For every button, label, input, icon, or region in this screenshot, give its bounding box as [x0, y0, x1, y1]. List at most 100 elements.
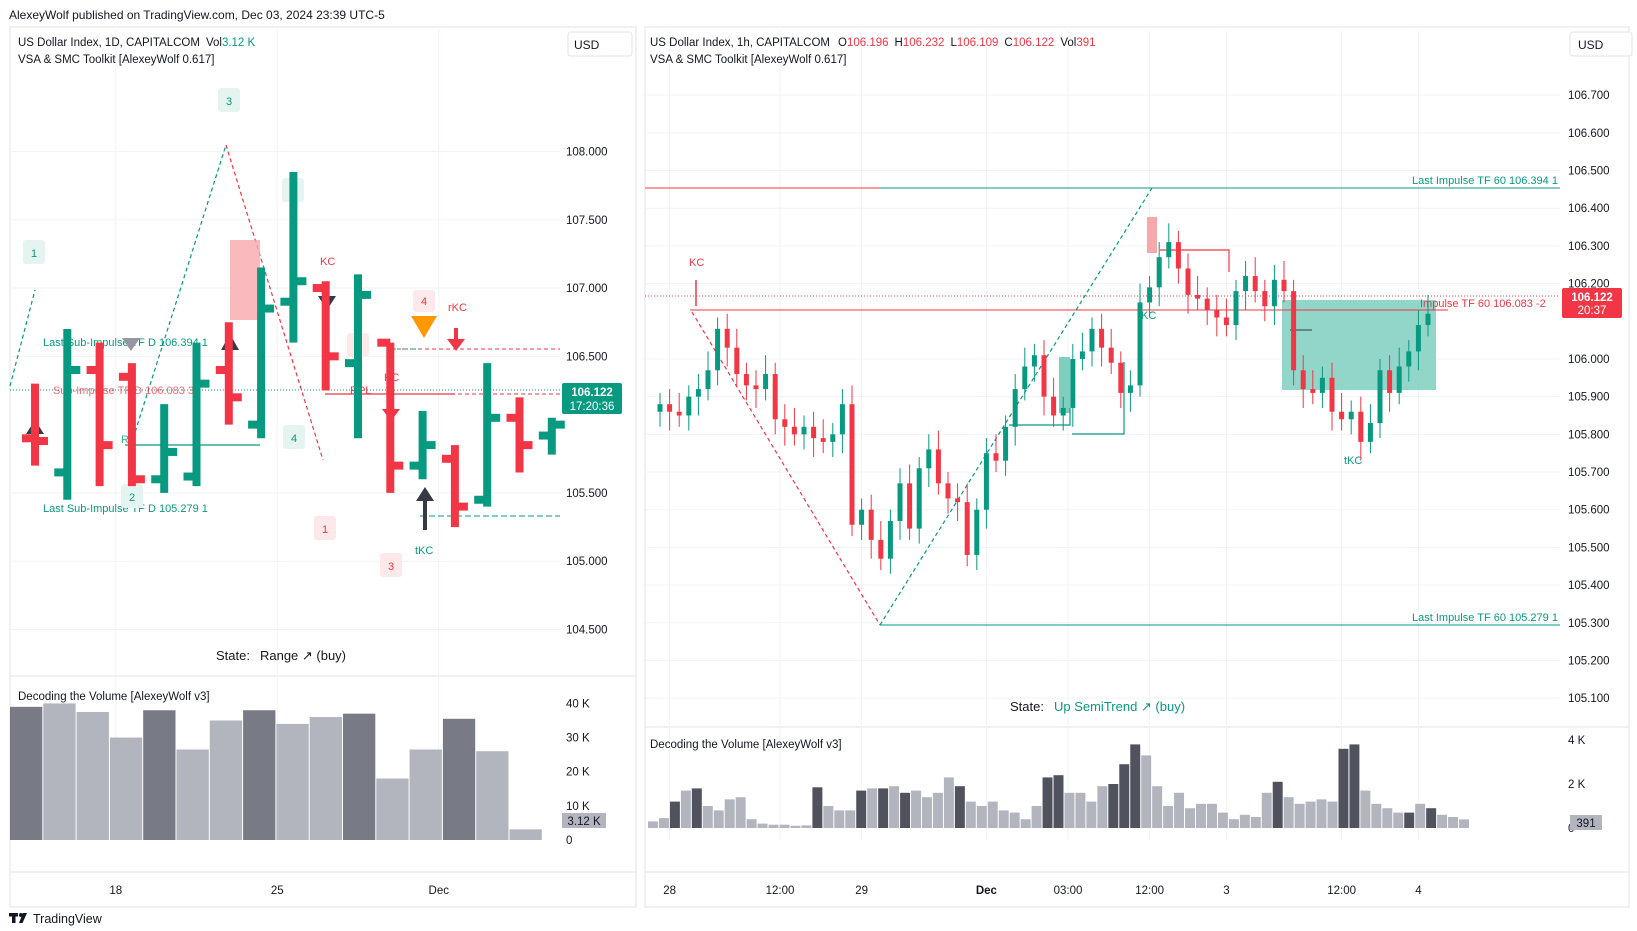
right-candle: [926, 434, 932, 488]
right-volume-bar: [1152, 786, 1163, 828]
svg-text:USD: USD: [1578, 38, 1604, 52]
right-candle: [820, 419, 826, 454]
left-ohlc-bar: [345, 274, 371, 439]
right-kc-upper-label: KC: [689, 257, 704, 269]
right-volume-bar: [1141, 755, 1152, 828]
right-volume-bar: [1360, 790, 1371, 828]
right-candle: [1396, 347, 1402, 405]
right-volume-bar: [1097, 786, 1108, 828]
right-smc-annotations: Last Impulse TF 60 106.394 1 Impulse TF …: [645, 175, 1560, 626]
right-supply-zone: [1147, 217, 1157, 253]
tradingview-brand[interactable]: TradingView: [9, 912, 103, 926]
svg-text:4: 4: [291, 433, 297, 445]
right-demand-zone-small: [1059, 357, 1070, 413]
right-volume-bar: [1261, 792, 1272, 828]
left-ohlc-bar: [506, 397, 533, 473]
left-state-text: State: Range ↗ (buy): [216, 648, 346, 663]
right-volume-bar: [1404, 812, 1415, 828]
right-volume-last-label: 391: [1570, 815, 1602, 830]
left-kc-label-1: KC: [320, 256, 335, 268]
left-ohlc-bar: [441, 445, 468, 528]
right-volume-bar: [746, 819, 757, 828]
left-last-sub-impulse-upper: Last Sub-Impulse TF D 106.394 1: [43, 337, 208, 349]
right-price-tick: 105.900: [1568, 392, 1610, 404]
right-volume-bar: [1437, 814, 1448, 828]
right-volume-bar: [1064, 792, 1075, 828]
right-candle: [686, 385, 692, 431]
right-candle: [1271, 264, 1277, 326]
left-volume-bar: [276, 723, 309, 840]
right-time-tick: 29: [855, 885, 868, 897]
svg-text:106.122: 106.122: [571, 387, 613, 399]
right-candle: [1041, 340, 1047, 416]
right-candle: [1070, 343, 1076, 427]
left-currency-button[interactable]: USD: [567, 31, 633, 57]
left-zigzag-up-1: [9, 289, 36, 387]
right-volume-bar: [1459, 819, 1469, 828]
left-time-tick: Dec: [429, 885, 450, 897]
right-candle: [1262, 279, 1268, 322]
right-volume-bar: [1086, 801, 1097, 828]
right-candle: [715, 317, 721, 386]
right-panel-border: [644, 26, 1630, 908]
right-volume-bar: [1250, 817, 1261, 828]
right-legend: US Dollar Index, 1h, CAPITALCOM O106.196 H…: [650, 37, 1096, 66]
right-volume-bar: [976, 806, 987, 828]
left-last-sub-impulse-lower: Last Sub-Impulse TF D 105.279 1: [43, 503, 208, 515]
left-tag-1-red: 1: [314, 516, 336, 540]
right-candle: [1233, 279, 1239, 341]
left-volume-bar: [176, 749, 209, 840]
left-volume-bar: [343, 713, 376, 840]
right-demand-zone: [1282, 300, 1436, 390]
right-candle: [839, 389, 845, 454]
right-price-axis: 106.700 106.600 106.500 106.400 106.300 106.2…: [1568, 90, 1610, 705]
right-price-tick: 105.600: [1568, 505, 1610, 517]
right-volume-bar: [1426, 808, 1437, 828]
svg-text:17:20:36: 17:20:36: [570, 401, 615, 413]
right-currency-button[interactable]: USD: [1569, 31, 1633, 57]
right-volume-bar: [1448, 817, 1459, 828]
right-volume-bar: [1206, 803, 1217, 828]
right-candle: [1406, 340, 1412, 382]
left-triangle-down-1: [122, 338, 140, 351]
right-price-tick: 106.500: [1568, 166, 1610, 178]
left-volume-bars: [10, 703, 542, 840]
left-volume-bar: [376, 778, 409, 840]
right-candle: [1089, 317, 1095, 367]
right-candle: [868, 494, 874, 559]
left-tag-2-green: 2: [121, 484, 143, 508]
right-chart-panel[interactable]: Last Impulse TF 60 106.394 1 Impulse TF …: [644, 26, 1633, 908]
right-volume-bar: [669, 801, 680, 828]
left-triangle-down-orange: [411, 316, 437, 338]
right-volume-bar: [1163, 806, 1174, 828]
right-state-text: State: Up SemiTrend ↗ (buy): [1010, 699, 1185, 714]
right-candle: [1003, 415, 1009, 476]
left-tkc-label: tKC: [415, 545, 433, 557]
right-volume-bar: [823, 806, 834, 828]
left-grid: [10, 30, 560, 840]
right-volume-bar: [856, 790, 867, 828]
left-volume-tick: 20 K: [566, 767, 590, 779]
right-bos-bracket-1: [1009, 408, 1071, 426]
right-kc-mid-label: KC: [1141, 310, 1156, 322]
right-volume-bar: [1108, 784, 1119, 828]
right-candle: [907, 464, 913, 540]
right-volume-bar: [1283, 797, 1294, 828]
right-volume-bars: [648, 744, 1469, 828]
right-price-label: 106.122 20:37: [1562, 288, 1622, 318]
right-volume-bar: [943, 777, 954, 828]
right-candle: [1079, 332, 1085, 371]
svg-text:USD: USD: [574, 38, 600, 52]
left-chart-panel[interactable]: Last Sub-Impulse TF D 106.394 1 Sub-Impu…: [9, 26, 637, 908]
right-price-tick: 105.800: [1568, 429, 1610, 441]
left-volume-bar: [209, 720, 243, 840]
right-candle: [1185, 253, 1191, 314]
right-candle: [897, 468, 903, 540]
right-candle: [849, 385, 855, 537]
right-volume-bar: [1217, 812, 1228, 828]
right-candle: [1387, 355, 1393, 412]
right-price-tick: 106.300: [1568, 241, 1610, 253]
right-candle: [878, 521, 884, 571]
right-volume-bar: [834, 810, 845, 828]
